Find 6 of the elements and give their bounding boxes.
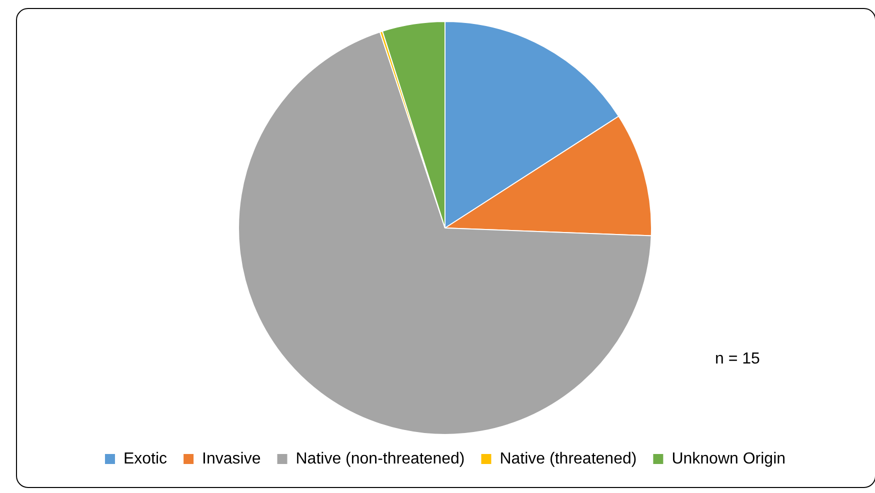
legend-label: Native (non-threatened) [296,450,465,468]
legend-label: Native (threatened) [500,450,637,468]
legend-label: Exotic [123,450,168,468]
legend-label: Unknown Origin [672,450,786,468]
text: n = 15 [715,350,760,368]
legend-label: Invasive [202,450,261,468]
